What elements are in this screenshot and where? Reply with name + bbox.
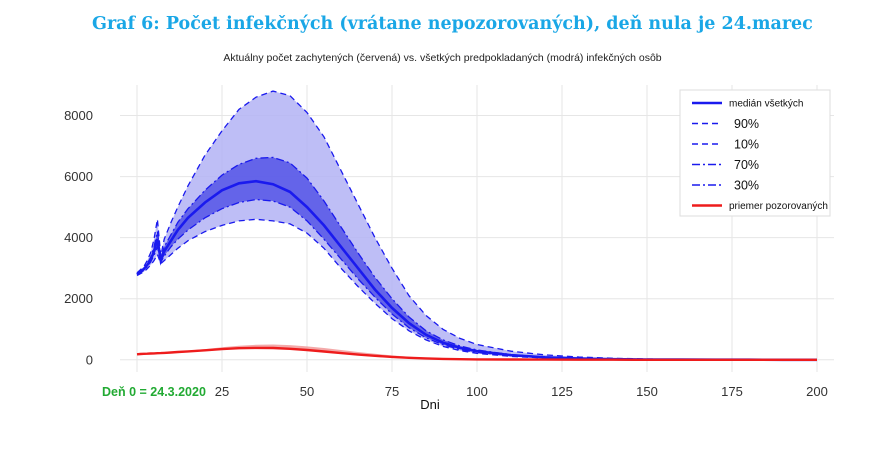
y-tick-label: 8000: [64, 108, 93, 123]
legend-label: priemer pozorovaných: [729, 201, 828, 212]
x-tick-label: 100: [466, 384, 488, 399]
x-tick-label: 150: [636, 384, 658, 399]
legend-item: priemer pozorovaných: [692, 201, 828, 212]
y-axis: 0 2000 4000 6000 8000: [64, 108, 93, 367]
legend-item: 90%: [692, 117, 759, 131]
x-tick-label: 50: [300, 384, 314, 399]
legend-label: 70%: [734, 158, 759, 172]
x-axis-title: Dni: [420, 397, 440, 412]
x-tick-label: 75: [385, 384, 399, 399]
grid: [120, 85, 834, 372]
y-tick-label: 4000: [64, 230, 93, 245]
legend-item: 70%: [692, 158, 759, 172]
x-axis: 25 50 75 100 125 150 175 200: [215, 384, 828, 399]
series-lines: [136, 90, 818, 362]
chart-title: Aktuálny počet zachytených (červená) vs.…: [223, 52, 662, 64]
legend-label: medián všetkých: [729, 99, 803, 110]
legend-label: 30%: [734, 179, 759, 193]
x-tick-label: 200: [806, 384, 828, 399]
x-tick-label: 125: [551, 384, 573, 399]
legend-item: 30%: [692, 179, 759, 193]
legend-box: [679, 89, 831, 217]
band-observed: [137, 344, 817, 360]
series-line-10pct: [136, 218, 817, 361]
figure-title: Graf 6: Počet infekčných (vrátane nepozo…: [92, 14, 813, 34]
x-tick-label: 175: [721, 384, 743, 399]
x-tick-label: 25: [215, 384, 229, 399]
series-line-observed: [136, 346, 817, 361]
origin-note: Deň 0 = 24.3.2020: [102, 385, 206, 399]
band-10-90: [137, 91, 817, 360]
legend-item: 10%: [692, 138, 759, 152]
y-tick-label: 2000: [64, 291, 93, 306]
legend-label: 90%: [734, 117, 759, 131]
legend: medián všetkých 90% 10% 70% 30% priemer pozor…: [679, 89, 831, 217]
legend-item: medián všetkých: [692, 99, 803, 110]
y-tick-label: 0: [86, 352, 93, 367]
legend-label: 10%: [734, 138, 759, 152]
y-tick-label: 6000: [64, 169, 93, 184]
